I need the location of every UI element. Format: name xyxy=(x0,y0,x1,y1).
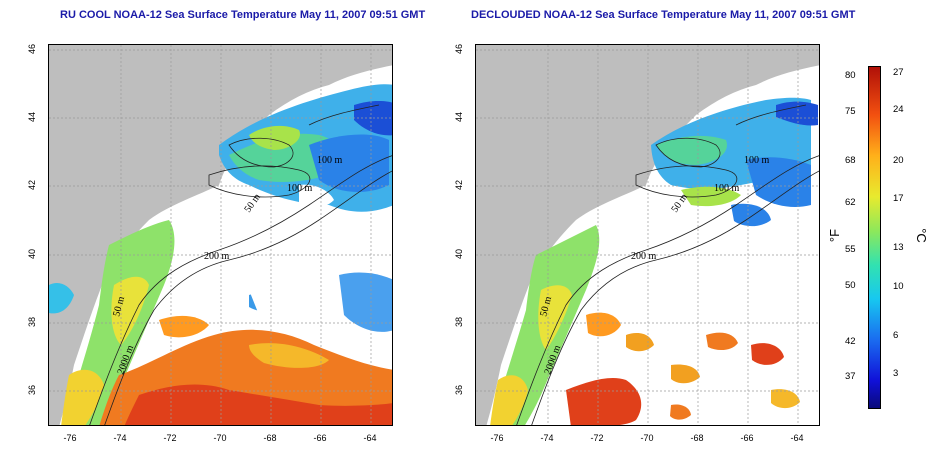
cb-f-42: 42 xyxy=(845,336,856,347)
declouded-sst-map: 100 m 100 m 50 m 200 m 50 m 2000 m xyxy=(475,44,820,426)
y-tick-36-left: 36 xyxy=(27,385,37,396)
x-tick-64-right: -64 xyxy=(790,433,804,443)
fahrenheit-unit-label: °F xyxy=(827,228,843,243)
cb-c-6: 6 xyxy=(893,330,899,341)
cb-f-55: 55 xyxy=(845,244,856,255)
y-tick-44-left: 44 xyxy=(27,112,37,123)
y-tick-42-right: 42 xyxy=(454,180,464,191)
land-mass xyxy=(476,45,819,425)
y-tick-38-right: 38 xyxy=(454,317,464,328)
cb-c-3: 3 xyxy=(893,368,899,379)
cb-c-27: 27 xyxy=(893,67,904,78)
y-tick-36-right: 36 xyxy=(454,385,464,396)
y-tick-42-left: 42 xyxy=(27,180,37,191)
cb-c-20: 20 xyxy=(893,155,904,166)
x-tick-76-right: -76 xyxy=(490,433,504,443)
contour-label-100m-b: 100 m xyxy=(287,183,313,194)
y-tick-38-left: 38 xyxy=(27,317,37,328)
y-tick-40-left: 40 xyxy=(27,249,37,260)
land-mass xyxy=(49,45,392,425)
x-tick-74-right: -74 xyxy=(540,433,554,443)
cb-c-24: 24 xyxy=(893,104,904,115)
x-tick-66-left: -66 xyxy=(313,433,327,443)
lat-lon-grid xyxy=(49,45,392,425)
celsius-unit-label: °C xyxy=(913,228,929,243)
declouded-sst-map-graphic: 100 m 100 m 50 m 200 m 50 m 2000 m xyxy=(476,45,819,425)
x-tick-68-right: -68 xyxy=(690,433,704,443)
cloud-patch xyxy=(215,213,392,275)
bathymetry-contours xyxy=(516,104,819,425)
left-map-title: RU COOL NOAA-12 Sea Surface Temperature … xyxy=(60,9,426,21)
sst-gulf-stream xyxy=(566,378,642,425)
x-tick-74-left: -74 xyxy=(113,433,127,443)
x-tick-70-left: -70 xyxy=(213,433,227,443)
y-tick-44-right: 44 xyxy=(454,112,464,123)
cb-f-62: 62 xyxy=(845,197,856,208)
y-tick-46-left: 46 xyxy=(27,44,37,55)
temperature-colorbar xyxy=(868,66,881,409)
contour-label-100m-a: 100 m xyxy=(317,155,343,166)
contour-label-50m-b: 50 m xyxy=(538,295,554,318)
y-tick-46-right: 46 xyxy=(454,44,464,55)
right-map-title: DECLOUDED NOAA-12 Sea Surface Temperatur… xyxy=(471,9,856,21)
x-tick-68-left: -68 xyxy=(263,433,277,443)
cb-c-13: 13 xyxy=(893,242,904,253)
lat-lon-grid xyxy=(476,45,819,425)
cb-f-37: 37 xyxy=(845,371,856,382)
contour-label-200m: 200 m xyxy=(204,251,230,262)
x-tick-66-right: -66 xyxy=(740,433,754,443)
cb-c-17: 17 xyxy=(893,193,904,204)
cb-f-68: 68 xyxy=(845,155,856,166)
contour-label-100m-a: 100 m xyxy=(744,155,770,166)
raw-sst-map: 100 m 100 m 50 m 200 m 50 m 2000 m xyxy=(48,44,393,426)
raw-sst-map-graphic: 100 m 100 m 50 m 200 m 50 m 2000 m xyxy=(49,45,392,425)
cb-f-80: 80 xyxy=(845,70,856,81)
x-tick-70-right: -70 xyxy=(640,433,654,443)
contour-label-50m-b: 50 m xyxy=(111,295,127,318)
cb-c-10: 10 xyxy=(893,281,904,292)
x-tick-64-left: -64 xyxy=(363,433,377,443)
contour-label-100m-b: 100 m xyxy=(714,183,740,194)
x-tick-72-right: -72 xyxy=(590,433,604,443)
contour-label-200m: 200 m xyxy=(631,251,657,262)
cb-f-75: 75 xyxy=(845,106,856,117)
x-tick-76-left: -76 xyxy=(63,433,77,443)
y-tick-40-right: 40 xyxy=(454,249,464,260)
bathymetry-contours xyxy=(89,104,392,425)
cb-f-50: 50 xyxy=(845,280,856,291)
x-tick-72-left: -72 xyxy=(163,433,177,443)
